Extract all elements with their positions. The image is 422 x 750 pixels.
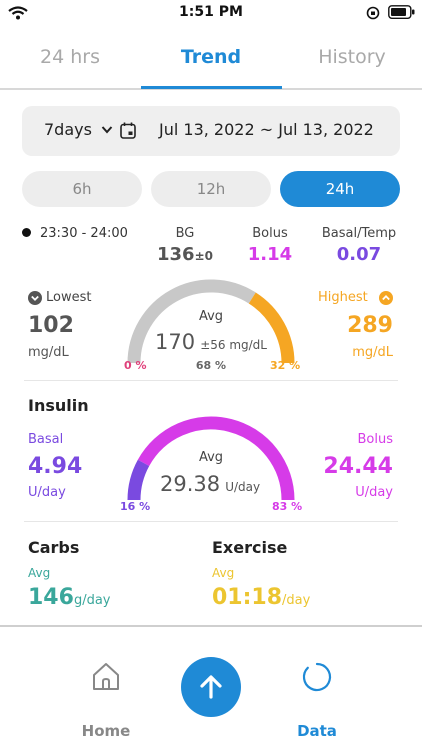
tab-24hrs[interactable]: 24 hrs: [40, 46, 100, 68]
exercise-readout: 01:18/day: [212, 585, 310, 610]
carbs-title: Carbs: [28, 538, 80, 557]
lowest-value: 102: [28, 313, 74, 338]
insulin-bolus-percent: 83 %: [272, 500, 303, 513]
wifi-icon: [8, 6, 28, 20]
status-time: 1:51 PM: [179, 4, 243, 20]
status-bar: 1:51 PM: [0, 0, 422, 26]
insulin-avg-value: 29.38: [160, 472, 221, 496]
carbs-value: 146: [28, 585, 74, 610]
glucose-gauge: [127, 279, 295, 363]
exercise-unit: /day: [282, 593, 311, 608]
period-select[interactable]: 7days: [44, 120, 92, 139]
data-progress-icon[interactable]: [301, 661, 333, 693]
segment-24h[interactable]: 24h: [280, 171, 400, 207]
arrow-up-icon[interactable]: [196, 672, 226, 702]
upload-button[interactable]: [181, 657, 241, 717]
calendar-icon[interactable]: [120, 122, 136, 139]
glucose-avg-value: 170: [155, 330, 196, 354]
insulin-bolus-unit: U/day: [355, 485, 393, 500]
exercise-value: 01:18: [212, 585, 283, 610]
carbs-unit: g/day: [73, 593, 111, 608]
active-tab-indicator: [141, 86, 282, 89]
bg-value: 136: [157, 244, 195, 265]
highest-value: 289: [347, 313, 393, 338]
bottom-nav: Home Data: [0, 625, 422, 750]
highest-unit: mg/dL: [352, 345, 393, 360]
orientation-lock-icon: [366, 6, 380, 20]
insulin-avg-unit: U/day: [225, 480, 261, 494]
insulin-gauge-basal-arc: [127, 459, 150, 500]
lowest-label: Lowest: [46, 290, 92, 305]
divider: [24, 521, 398, 522]
date-range-bar: 7days Jul 13, 2022 ~ Jul 13, 2022: [22, 106, 400, 156]
bg-sd: ±0: [194, 249, 213, 263]
insulin-bolus-label: Bolus: [357, 432, 394, 447]
basal-temp-value: 0.07: [336, 244, 382, 265]
insulin-avg-readout: 29.38 U/day: [160, 472, 290, 496]
insulin-avg-label: Avg: [198, 450, 224, 465]
segment-6h[interactable]: 6h: [22, 171, 142, 207]
glucose-gauge-in-range-arc: [127, 279, 256, 363]
bg-readout: 136±0: [150, 244, 220, 265]
basal-temp-label: Basal/Temp: [321, 226, 397, 241]
insulin-basal-value: 4.94: [28, 454, 83, 479]
lowest-unit: mg/dL: [28, 345, 69, 360]
insulin-bolus-value: 24.44: [323, 454, 393, 479]
bg-label: BG: [175, 226, 195, 241]
insulin-basal-unit: U/day: [28, 485, 66, 500]
arrow-down-circle-icon: [28, 291, 42, 305]
bolus-value: 1.14: [247, 244, 293, 265]
glucose-high-percent: 32 %: [270, 359, 301, 372]
insulin-gauge: [127, 416, 295, 500]
date-range-text[interactable]: Jul 13, 2022 ~ Jul 13, 2022: [159, 120, 374, 139]
glucose-low-percent: 0 %: [124, 359, 147, 372]
top-tab-bar: 24 hrs Trend History: [0, 38, 422, 90]
time-slot: 23:30 - 24:00: [40, 226, 128, 241]
bolus-label: Bolus: [252, 226, 288, 241]
tab-history[interactable]: History: [318, 46, 386, 68]
nav-home[interactable]: Home: [66, 661, 146, 750]
segment-12h[interactable]: 12h: [151, 171, 271, 207]
glucose-gauge-high-arc: [248, 292, 295, 363]
insulin-basal-percent: 16 %: [120, 500, 151, 513]
glucose-avg-sd: ±56 mg/dL: [200, 338, 267, 352]
battery-icon: [388, 5, 415, 20]
glucose-in-range-percent: 68 %: [195, 359, 227, 372]
nav-data-label[interactable]: Data: [297, 722, 337, 740]
highest-label: Highest: [318, 290, 368, 305]
tab-trend[interactable]: Trend: [180, 46, 242, 68]
time-slot-dot: [22, 228, 31, 237]
home-icon[interactable]: [91, 661, 121, 691]
exercise-avg-label: Avg: [212, 566, 235, 580]
insulin-gauge-bolus-arc: [137, 416, 295, 500]
insulin-title: Insulin: [28, 396, 89, 415]
carbs-readout: 146g/day: [28, 585, 110, 610]
glucose-avg-label: Avg: [198, 309, 224, 324]
insulin-basal-label: Basal: [28, 432, 64, 447]
carbs-avg-label: Avg: [28, 566, 51, 580]
nav-data[interactable]: Data: [277, 661, 357, 750]
divider: [24, 380, 398, 381]
arrow-up-circle-icon: [379, 291, 393, 305]
glucose-avg-readout: 170 ±56 mg/dL: [155, 330, 285, 354]
nav-home-label[interactable]: Home: [81, 722, 131, 740]
chevron-down-icon[interactable]: [101, 125, 113, 135]
exercise-title: Exercise: [212, 538, 288, 557]
